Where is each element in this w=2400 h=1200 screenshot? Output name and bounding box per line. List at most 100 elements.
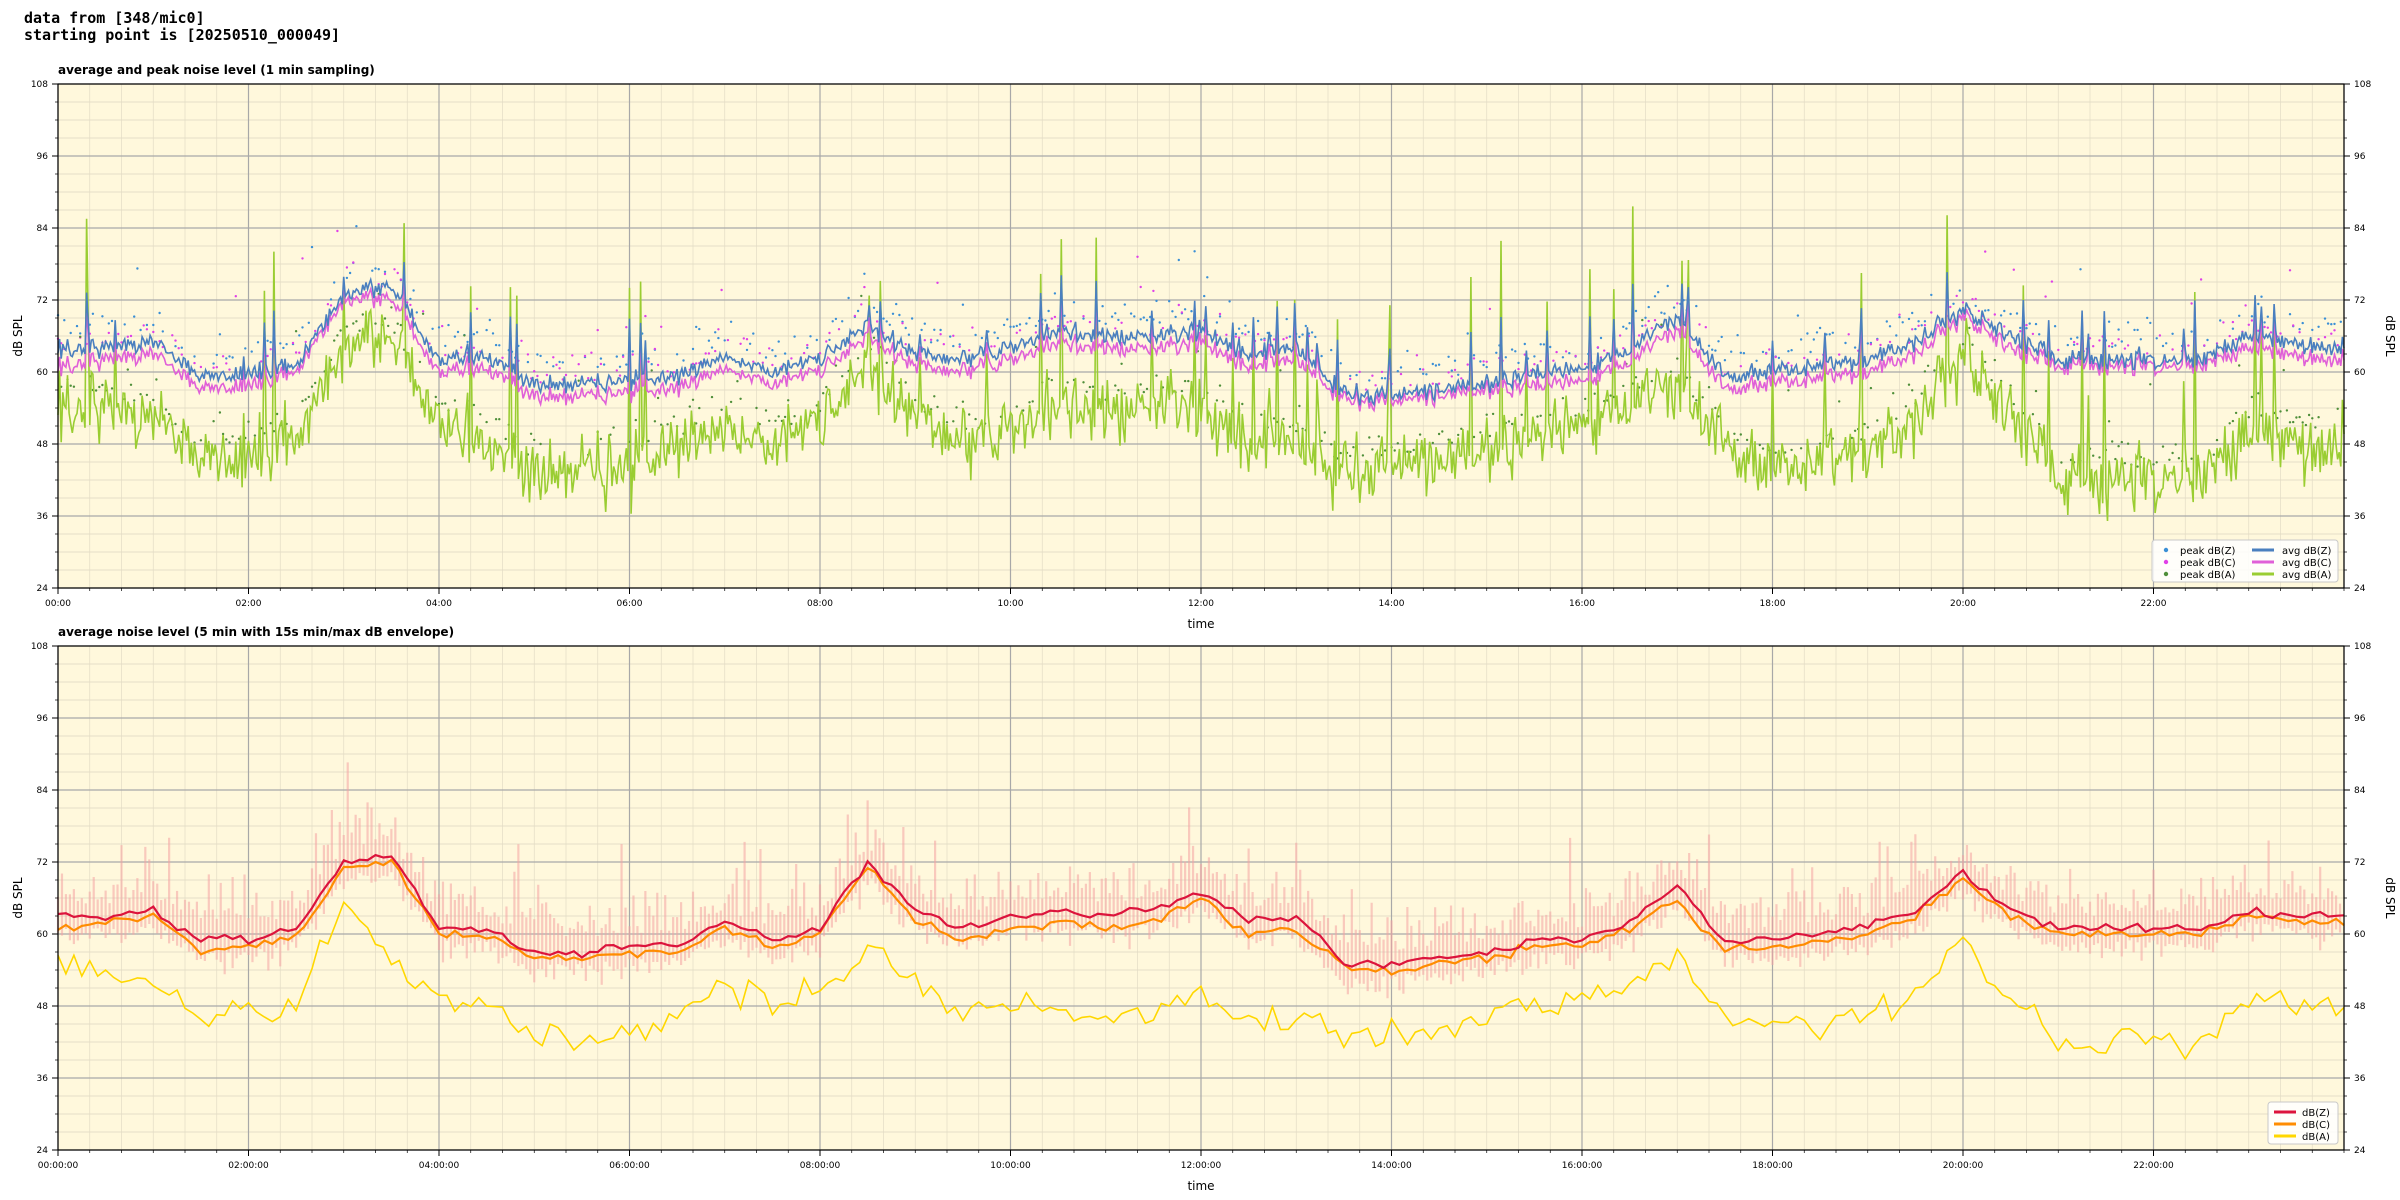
peak-point <box>714 331 717 334</box>
peak-point <box>145 323 149 327</box>
peak-point <box>841 320 844 323</box>
peak-point <box>914 398 917 402</box>
peak-point <box>939 333 942 336</box>
peak-point <box>361 313 364 316</box>
peak-point <box>2034 322 2038 326</box>
peak-point <box>625 363 628 366</box>
peak-point <box>571 354 574 357</box>
peak-point <box>218 333 222 336</box>
peak-point <box>120 341 123 344</box>
peak-point <box>1895 417 1898 420</box>
peak-point <box>1676 357 1679 360</box>
peak-point <box>1720 335 1723 339</box>
peak-point <box>1056 324 1060 328</box>
peak-point <box>1695 399 1698 402</box>
peak-point <box>1457 373 1460 376</box>
peak-point <box>1895 334 1898 337</box>
peak-point <box>1104 322 1107 325</box>
peak-point <box>672 415 676 418</box>
x-tick-label: 16:00 <box>1569 599 1595 609</box>
peak-point <box>1091 385 1095 388</box>
peak-point <box>1584 397 1587 401</box>
peak-point <box>1139 285 1142 289</box>
peak-point <box>399 278 403 281</box>
peak-point <box>2111 345 2114 348</box>
peak-point <box>2060 461 2063 464</box>
peak-point <box>1406 349 1409 353</box>
peak-point <box>193 361 196 365</box>
peak-point <box>904 343 907 346</box>
peak-point <box>2161 445 2165 448</box>
peak-point <box>1218 312 1222 316</box>
peak-point <box>1288 335 1292 338</box>
peak-point <box>1555 350 1558 354</box>
peak-point <box>2215 438 2219 442</box>
peak-point <box>933 395 936 398</box>
peak-point <box>1472 357 1476 360</box>
peak-point <box>666 370 669 373</box>
peak-point <box>955 406 958 409</box>
legend-marker <box>2163 559 2169 565</box>
peak-point <box>726 338 730 342</box>
peak-point <box>2003 309 2006 313</box>
peak-point <box>552 365 555 368</box>
peak-point <box>1396 370 1400 373</box>
legend-box <box>2151 539 2339 583</box>
y-tick-label-right: 96 <box>2354 714 2366 724</box>
peak-point <box>215 353 218 357</box>
peak-point <box>691 347 695 351</box>
peak-point <box>1072 301 1076 304</box>
peak-point <box>1063 314 1066 317</box>
peak-point <box>529 432 533 435</box>
peak-point <box>1765 352 1768 355</box>
peak-point <box>2244 304 2247 307</box>
y-tick-label-right: 96 <box>2354 152 2366 162</box>
peak-point <box>1247 330 1250 334</box>
peak-point <box>371 269 374 272</box>
legend-label: dB(A) <box>2302 1132 2330 1143</box>
peak-point <box>2171 348 2174 351</box>
peak-point <box>1028 316 1031 320</box>
peak-point <box>1850 436 1854 440</box>
peak-point <box>561 361 564 364</box>
peak-point <box>1869 343 1873 346</box>
peak-point <box>98 385 101 389</box>
chart-panel-2: 24 24 36 36 48 48 60 60 72 72 84 84 96 96 108 108 00:00:… <box>11 625 2397 1193</box>
peak-point <box>1917 324 1920 327</box>
peak-point <box>618 374 622 377</box>
peak-point <box>520 339 523 342</box>
peak-point <box>2174 443 2177 446</box>
series-line-1 <box>57 853 2345 970</box>
peak-point <box>2107 420 2111 423</box>
peak-point <box>1434 364 1438 367</box>
peak-point <box>952 334 955 337</box>
peak-point <box>352 261 355 264</box>
peak-point <box>768 347 771 350</box>
peak-point <box>2260 295 2263 298</box>
peak-point <box>1022 409 1025 412</box>
legend-label: dB(Z) <box>2302 1108 2330 1119</box>
peak-point <box>1256 332 1260 336</box>
peak-point <box>929 338 933 341</box>
peak-point <box>2120 440 2123 444</box>
peak-point <box>225 357 228 360</box>
peak-point <box>1485 413 1488 416</box>
peak-point <box>1241 332 1244 335</box>
peak-point <box>802 351 806 355</box>
peak-point <box>504 437 507 441</box>
peak-point <box>1066 321 1069 324</box>
peak-point <box>1339 451 1342 455</box>
peak-point <box>1838 400 1841 403</box>
peak-point <box>1755 359 1758 362</box>
peak-point <box>1650 379 1654 383</box>
peak-point <box>107 331 111 335</box>
peak-point <box>2219 319 2222 322</box>
peak-point <box>526 360 530 364</box>
peak-point <box>1618 334 1622 337</box>
peak-point <box>1472 354 1476 357</box>
peak-point <box>1787 361 1790 365</box>
legend-label: avg dB(Z) <box>2282 546 2332 557</box>
peak-point <box>1298 335 1301 339</box>
peak-point <box>444 353 447 357</box>
peak-point <box>145 328 149 331</box>
